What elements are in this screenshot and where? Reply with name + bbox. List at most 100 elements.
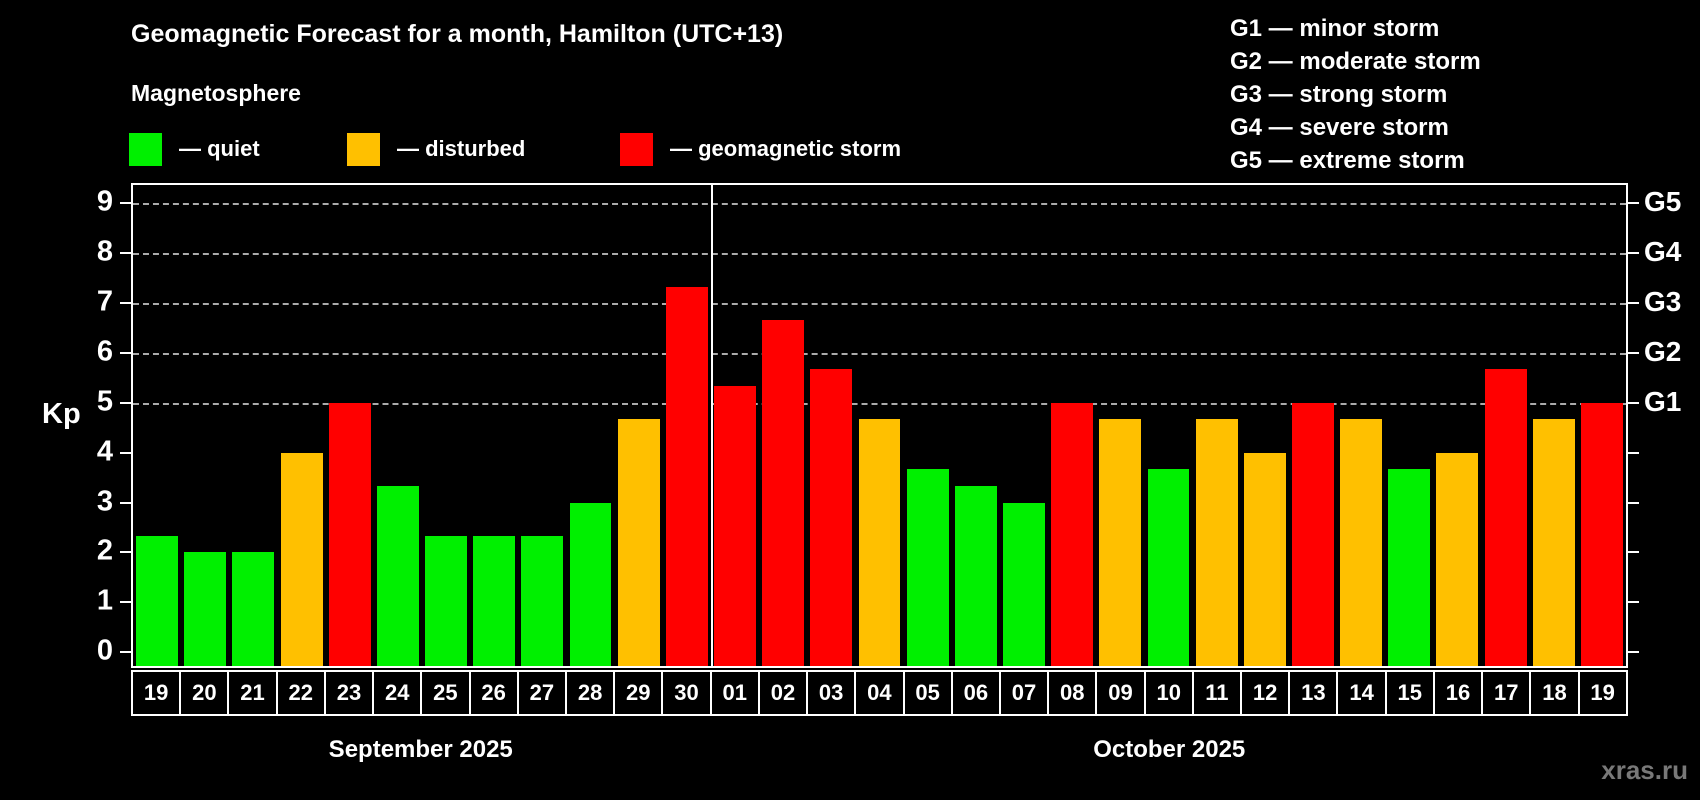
kp-bar-october-04	[858, 419, 901, 666]
gridline-kp-8	[133, 253, 1626, 256]
day-label-october-19: 19	[1577, 670, 1628, 716]
month-separator-line	[710, 185, 713, 666]
gridline-kp-5	[133, 402, 1626, 405]
legend-label-storm: — geomagnetic storm	[670, 136, 902, 161]
right-tick-3	[1628, 501, 1639, 504]
kp-bar-october-14	[1340, 419, 1383, 666]
legend-item-storm: — geomagnetic storm	[620, 131, 901, 167]
month-label-october: October 2025	[1093, 736, 1246, 763]
g2-legend-line: G2 — moderate storm	[1230, 48, 1481, 75]
left-tick-3	[120, 501, 131, 504]
right-tick-6	[1628, 351, 1639, 354]
day-label-october-10: 10	[1143, 670, 1194, 716]
day-label-september-28: 28	[564, 670, 616, 716]
day-axis-row: 19 20 21 22 23 24 25 26 27 28 29 30 01 02 03 04 05 06 07 08…	[131, 670, 1628, 716]
y-tick-label-2: 2	[96, 534, 113, 567]
day-label-october-04: 04	[854, 670, 905, 716]
y-tick-label-9: 9	[96, 185, 113, 218]
day-label-october-16: 16	[1432, 670, 1484, 716]
day-label-october-02: 02	[757, 670, 809, 716]
month-label-september: September 2025	[328, 736, 513, 763]
magnetosphere-legend: — quiet — disturbed — geomagnetic storm	[129, 131, 1029, 167]
day-label-september-26: 26	[468, 670, 519, 716]
disturbed-color-swatch	[347, 132, 380, 166]
day-label-october-11: 11	[1191, 670, 1243, 716]
day-label-september-30: 30	[661, 670, 712, 716]
g-scale-label-g5: G5	[1644, 186, 1682, 218]
right-tick-4	[1628, 451, 1639, 454]
g3-legend-line: G3 — strong storm	[1230, 81, 1448, 108]
day-label-october-18: 18	[1529, 670, 1580, 716]
day-label-september-29: 29	[613, 670, 664, 716]
kp-bar-september-22	[280, 452, 323, 666]
legend-label-quiet: — quiet	[179, 136, 260, 161]
kp-bar-september-26	[473, 535, 516, 666]
day-label-september-27: 27	[516, 670, 567, 716]
day-label-october-01: 01	[709, 670, 760, 716]
gridline-kp-7	[133, 303, 1626, 306]
kp-bar-september-24	[376, 486, 419, 666]
kp-bar-october-13	[1292, 402, 1334, 666]
right-tick-1	[1628, 601, 1639, 604]
day-label-october-09: 09	[1095, 670, 1146, 716]
kp-bar-september-27	[521, 535, 564, 666]
kp-bar-october-11	[1195, 419, 1238, 666]
g-scale-label-g2: G2	[1644, 335, 1682, 367]
day-label-october-12: 12	[1240, 670, 1291, 716]
day-label-october-05: 05	[902, 670, 953, 716]
day-label-october-15: 15	[1384, 670, 1435, 716]
day-label-september-24: 24	[372, 670, 423, 716]
left-tick-0	[120, 651, 131, 654]
kp-bar-october-06	[954, 486, 997, 666]
g1-legend-line: G1 — minor storm	[1230, 15, 1440, 42]
day-label-september-21: 21	[227, 670, 278, 716]
magnetosphere-subtitle: Magnetosphere	[131, 80, 301, 106]
day-label-october-03: 03	[806, 670, 857, 716]
day-label-october-08: 08	[1047, 670, 1098, 716]
kp-bar-october-09	[1099, 419, 1142, 666]
kp-bar-september-20	[184, 552, 227, 666]
day-label-october-07: 07	[998, 670, 1050, 716]
day-label-september-20: 20	[179, 670, 230, 716]
left-tick-8	[120, 252, 131, 255]
kp-bar-october-02	[762, 319, 805, 666]
right-tick-2	[1628, 551, 1639, 554]
day-label-september-23: 23	[323, 670, 375, 716]
kp-bar-september-29	[617, 419, 660, 666]
y-tick-label-1: 1	[96, 584, 113, 617]
kp-bar-october-10	[1147, 469, 1190, 666]
day-label-october-06: 06	[950, 670, 1001, 716]
left-tick-7	[120, 302, 131, 305]
kp-bar-october-16	[1436, 452, 1479, 666]
kp-bar-october-18	[1532, 419, 1575, 666]
kp-bar-september-30	[665, 286, 708, 666]
kp-bar-october-05	[906, 469, 949, 666]
kp-bar-october-17	[1484, 369, 1527, 666]
page-title: Geomagnetic Forecast for a month, Hamilt…	[131, 20, 784, 48]
right-tick-9	[1628, 202, 1639, 205]
kp-bar-september-25	[425, 535, 467, 666]
left-tick-9	[120, 202, 131, 205]
left-tick-6	[120, 351, 131, 354]
kp-bar-october-07	[1003, 502, 1045, 666]
g-scale-legend: G1 — minor storm G2 — moderate storm G3 …	[1230, 12, 1481, 177]
day-label-september-19: 19	[131, 670, 182, 716]
left-tick-4	[120, 451, 131, 454]
legend-item-disturbed: — disturbed	[347, 131, 525, 167]
y-axis-title: Kp	[42, 398, 81, 430]
kp-bar-september-28	[569, 502, 612, 666]
right-tick-7	[1628, 302, 1639, 305]
right-tick-8	[1628, 252, 1639, 255]
y-tick-label-6: 6	[96, 335, 113, 368]
kp-bar-october-01	[714, 386, 756, 666]
kp-bar-october-12	[1243, 452, 1286, 666]
g-scale-label-g3: G3	[1644, 286, 1682, 318]
day-label-october-17: 17	[1481, 670, 1532, 716]
kp-bar-september-19	[136, 535, 179, 666]
day-label-october-13: 13	[1288, 670, 1339, 716]
day-label-october-14: 14	[1336, 670, 1387, 716]
right-tick-5	[1628, 401, 1639, 404]
kp-bar-october-15	[1388, 469, 1431, 666]
left-tick-1	[120, 601, 131, 604]
